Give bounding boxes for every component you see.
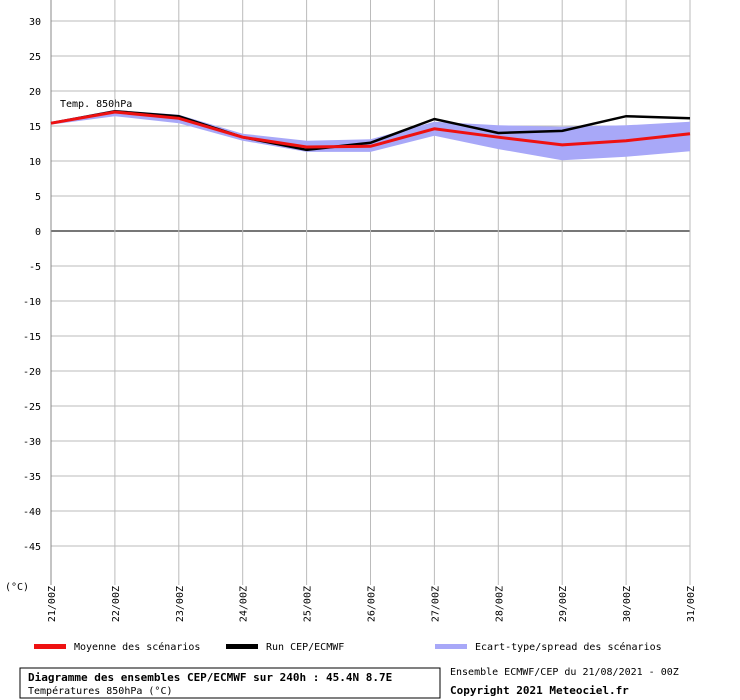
footer-box (19, 667, 441, 699)
x-tick-label: 22/00Z (111, 586, 122, 622)
y-tick-label: -5 (29, 262, 41, 273)
y-tick-label: -10 (23, 297, 41, 308)
line (50, 110, 691, 152)
y-tick-label: 10 (29, 157, 41, 168)
x-tick-label: 29/00Z (558, 586, 569, 622)
y-tick-label: 0 (35, 227, 41, 238)
y-tick-label: -20 (23, 367, 41, 378)
x-tick-label: 21/00Z (47, 586, 58, 622)
spread-band (51, 109, 690, 161)
footer-title: Diagramme des ensembles CEP/ECMWF sur 24… (28, 671, 392, 684)
y-tick-label: 20 (29, 87, 41, 98)
x-tick-label: 27/00Z (430, 586, 441, 622)
x-tick-label: 24/00Z (239, 586, 250, 622)
y-tick-label: 30 (29, 17, 41, 28)
y-tick-label: 25 (29, 52, 41, 63)
x-tick-label: 23/00Z (175, 586, 186, 622)
line (50, 110, 691, 149)
y-tick-label: -25 (23, 402, 41, 413)
y-tick-label: -35 (23, 472, 41, 483)
legend-swatch (34, 644, 66, 649)
x-tick-label: 30/00Z (622, 586, 633, 622)
legend-swatch (435, 644, 467, 649)
x-tick-label: 25/00Z (303, 586, 314, 622)
legend-label: Moyenne des scénarios (74, 641, 200, 653)
legend-swatch (226, 644, 258, 649)
x-tick-label: 28/00Z (494, 586, 505, 622)
copyright: Copyright 2021 Meteociel.fr (450, 684, 629, 697)
legend-label: Run CEP/ECMWF (266, 642, 344, 653)
footer-run: Ensemble ECMWF/CEP du 21/08/2021 - 00Z (450, 667, 679, 678)
footer-subtitle: Températures 850hPa (°C) (28, 685, 173, 697)
y-tick-label: -30 (23, 437, 41, 448)
y-unit: (°C) (5, 582, 29, 593)
y-tick-label: -40 (23, 507, 41, 518)
y-tick-label: 15 (29, 122, 41, 133)
y-tick-label: -45 (23, 542, 41, 553)
y-tick-label: -15 (23, 332, 41, 343)
y-tick-label: 5 (35, 192, 41, 203)
annotation: Temp. 850hPa (60, 99, 132, 110)
x-tick-label: 26/00Z (367, 586, 378, 622)
x-tick-label: 31/00Z (686, 586, 697, 622)
legend-label: Ecart-type/spread des scénarios (475, 641, 662, 653)
